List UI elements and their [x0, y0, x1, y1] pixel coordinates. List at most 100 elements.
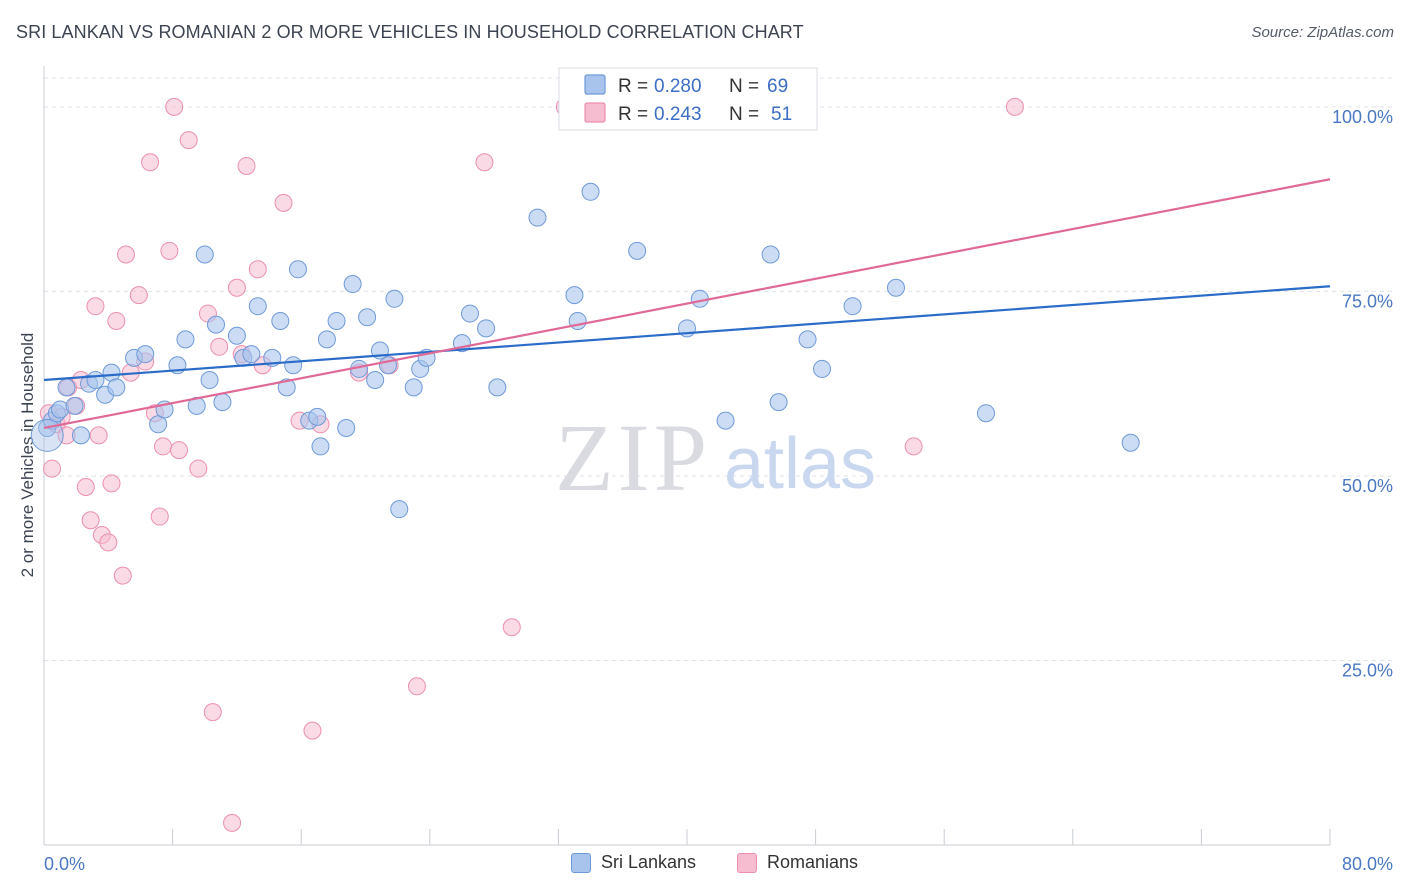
sri-lankans-point-33 — [311, 437, 330, 456]
sri-lankans-point-55 — [581, 182, 600, 201]
sri-lankans-point-22 — [227, 326, 246, 345]
sri-lankans-point-51 — [488, 378, 507, 397]
romanians-trend-line — [43, 178, 1331, 430]
sri-lankans-point-53 — [565, 286, 584, 305]
sri-lankans-point-8 — [86, 371, 105, 389]
sri-lankans-points — [30, 182, 1140, 519]
y-tick-label-2: 75.0% — [1342, 291, 1393, 311]
romanians-point-45 — [407, 677, 426, 696]
sri-lankans-point-49 — [460, 304, 479, 323]
sri-lankans-point-58 — [690, 289, 709, 308]
romanians-point-28 — [179, 131, 198, 150]
romanians-point-21 — [141, 153, 160, 172]
romanians-point-16 — [113, 566, 132, 585]
sri-lankans-point-62 — [798, 330, 817, 349]
sri-lankans-point-24 — [242, 345, 261, 364]
sri-lankans-point-37 — [343, 275, 362, 294]
romanians-point-36 — [237, 156, 256, 175]
tick-labels: 25.0% 50.0% 75.0% 100.0% 0.0% 80.0% — [44, 107, 1393, 874]
romanians-point-13 — [99, 533, 118, 552]
y-tick-label-0: 25.0% — [1342, 660, 1393, 680]
romanians-point-15 — [107, 311, 126, 330]
watermark-atlas: atlas — [724, 424, 876, 504]
sri-lankans-point-66 — [976, 404, 995, 423]
source-label: Source: ZipAtlas.com — [1251, 24, 1394, 41]
sri-lankans-point-56 — [628, 241, 647, 260]
sri-lankans-point-cluster — [30, 418, 64, 452]
legend-swatch-romanians — [737, 852, 757, 873]
romanians-point-41 — [303, 721, 322, 740]
y-tick-label-1: 50.0% — [1342, 476, 1393, 496]
sri-lankans-point-17 — [176, 330, 195, 349]
legend-r-value-blue: 0.280 — [654, 76, 702, 97]
romanians-point-24 — [153, 437, 172, 456]
romanians-point-8 — [76, 478, 95, 497]
romanians-point-9 — [81, 511, 100, 530]
sri-lankans-point-36 — [337, 418, 356, 437]
axes — [43, 66, 1331, 846]
romanians-point-32 — [210, 337, 229, 356]
romanians-point-27 — [170, 441, 189, 460]
bottom-legend: Sri Lankans Romanians — [0, 852, 1406, 878]
romanians-point-17 — [116, 245, 135, 264]
legend-swatch-pink — [584, 102, 606, 123]
romanians-point-19 — [129, 286, 148, 305]
legend-swatch-sri-lankans — [571, 852, 591, 873]
romanians-point-37 — [248, 260, 267, 279]
chart-title: SRI LANKAN VS ROMANIAN 2 OR MORE VEHICLE… — [16, 22, 804, 42]
romanians-point-46 — [475, 153, 494, 172]
x-tick-label-1: 80.0% — [1342, 854, 1393, 874]
sri-lankans-point-65 — [886, 278, 905, 297]
romanians-point-50 — [1005, 97, 1024, 116]
romanians-point-11 — [89, 426, 108, 445]
legend-item-romanians[interactable]: Romanians — [737, 852, 858, 873]
legend-r-value-pink: 0.243 — [654, 104, 702, 125]
romanians-point-31 — [203, 703, 222, 722]
trend-lines — [43, 178, 1331, 430]
sri-lankans-point-5 — [65, 396, 84, 415]
sri-lankans-point-59 — [716, 411, 735, 430]
romanians-point-47 — [502, 618, 521, 637]
sri-lankans-point-32 — [308, 407, 327, 426]
romanians-point-25 — [160, 241, 179, 260]
sri-lankans-point-44 — [390, 500, 409, 519]
legend-n-value-pink: 51 — [771, 104, 792, 125]
sri-lankans-point-67 — [1121, 433, 1140, 452]
romanians-point-39 — [274, 193, 293, 212]
sri-lankans-trend-line — [43, 285, 1331, 382]
sri-lankans-point-28 — [277, 378, 296, 397]
sri-lankans-point-30 — [288, 260, 307, 279]
legend-label-sri-lankans: Sri Lankans — [601, 852, 697, 872]
sri-lankans-point-13 — [136, 345, 155, 364]
sri-lankans-point-29 — [284, 356, 303, 375]
sri-lankans-point-34 — [317, 330, 336, 349]
sri-lankans-point-11 — [107, 378, 126, 397]
romanians-point-34 — [227, 278, 246, 297]
sri-lankans-point-61 — [769, 393, 788, 412]
sri-lankans-point-40 — [366, 371, 385, 389]
sri-lankans-point-50 — [477, 319, 496, 338]
legend-n-label-blue: N = — [729, 76, 759, 97]
watermark-zip: ZIP — [555, 404, 711, 511]
legend-n-label-pink: N = — [729, 104, 759, 125]
romanians-point-1 — [43, 459, 62, 478]
sri-lankans-point-35 — [327, 311, 346, 330]
sri-lankans-point-43 — [385, 289, 404, 308]
legend-label-romanians: Romanians — [767, 852, 859, 872]
sri-lankans-point-52 — [528, 208, 547, 227]
legend-r-label-pink: R = — [618, 104, 648, 125]
y-tick-label-3: 100.0% — [1332, 107, 1393, 127]
romanians-point-10 — [86, 297, 105, 316]
legend-item-sri-lankans[interactable]: Sri Lankans — [571, 852, 696, 873]
sri-lankans-point-20 — [207, 315, 226, 334]
sri-lankans-point-27 — [271, 311, 290, 330]
x-tick-label-0: 0.0% — [44, 854, 85, 874]
sri-lankans-point-45 — [404, 378, 423, 397]
romanians-point-49 — [904, 437, 923, 456]
sri-lankans-point-19 — [200, 371, 219, 389]
legend-box: R = 0.280 N = 69 R = 0.243 N = 51 — [558, 67, 818, 131]
sri-lankans-point-4 — [57, 378, 76, 397]
romanians-point-26 — [165, 97, 184, 116]
sri-lankans-point-64 — [843, 297, 862, 316]
legend-swatch-blue — [584, 74, 606, 95]
